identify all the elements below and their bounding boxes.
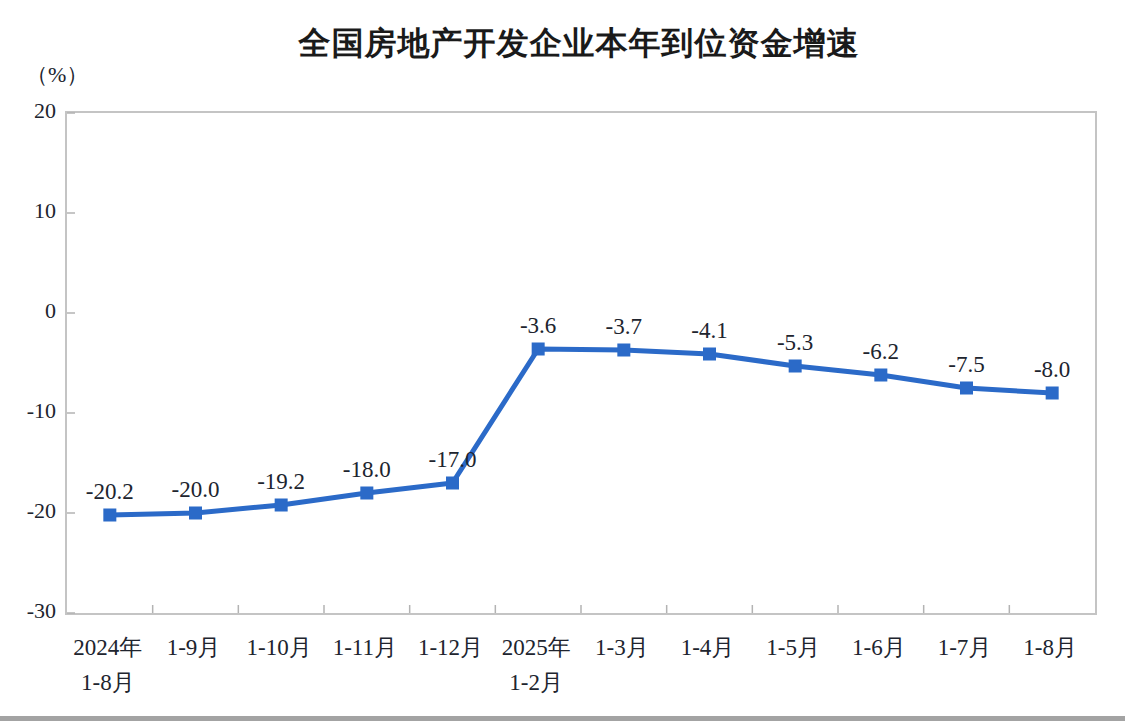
- data-point-label: -3.7: [606, 314, 642, 339]
- x-tick-label: 2024年 1-8月: [73, 630, 142, 700]
- data-point-label: -19.2: [257, 469, 305, 494]
- data-point-marker: [789, 360, 802, 373]
- data-point-marker: [275, 499, 288, 512]
- data-point-label: -3.6: [520, 313, 556, 338]
- data-point-label: -18.0: [343, 457, 391, 482]
- data-point-label: -7.5: [948, 352, 984, 377]
- data-point-label: -8.0: [1034, 357, 1070, 382]
- x-tick-label: 1-8月: [1023, 630, 1077, 665]
- data-point-marker: [532, 343, 545, 356]
- chart-page: 全国房地产开发企业本年到位资金增速 （%） -20.2 -20.0 -19.2 -18…: [0, 0, 1125, 721]
- x-tick-label: 1-4月: [681, 630, 735, 665]
- data-point-marker: [1046, 387, 1059, 400]
- y-tick-label: -30: [0, 597, 56, 625]
- x-tick-label: 1-12月: [418, 630, 483, 665]
- data-point-marker: [703, 348, 716, 361]
- x-tick-label: 1-11月: [333, 630, 397, 665]
- data-point-marker: [189, 507, 202, 520]
- data-point-label: -4.1: [691, 318, 727, 343]
- y-tick-label: -10: [0, 397, 56, 425]
- series-line: [110, 349, 1052, 515]
- data-point-label: -17.0: [429, 447, 477, 472]
- x-tick-label: 1-7月: [938, 630, 992, 665]
- x-tick-label: 2025年 1-2月: [502, 630, 571, 700]
- y-tick-label: 10: [0, 197, 56, 225]
- y-tick-label: -20: [0, 497, 56, 525]
- x-tick-label: 1-10月: [247, 630, 312, 665]
- line-chart-canvas: -20.2 -20.0 -19.2 -18.0 -17.0 -3.6 -3.7 -4.1 -5.…: [67, 113, 1095, 613]
- x-tick-label: 1-3月: [595, 630, 649, 665]
- page-bottom-divider: [0, 716, 1125, 721]
- data-point-label: -20.2: [86, 479, 134, 504]
- y-tick-label: 20: [0, 97, 56, 125]
- x-tick-label: 1-9月: [167, 630, 221, 665]
- data-point-marker: [103, 509, 116, 522]
- x-tick-label: 1-5月: [766, 630, 820, 665]
- data-point-marker: [360, 487, 373, 500]
- x-tick-label: 1-6月: [852, 630, 906, 665]
- data-point-marker: [446, 477, 459, 490]
- chart-title: 全国房地产开发企业本年到位资金增速: [65, 22, 1093, 66]
- data-point-marker: [874, 369, 887, 382]
- y-axis-unit-label: （%）: [26, 60, 88, 90]
- data-point-marker: [617, 344, 630, 357]
- data-point-label: -20.0: [172, 477, 220, 502]
- data-point-label: -6.2: [863, 339, 899, 364]
- plot-area: -20.2 -20.0 -19.2 -18.0 -17.0 -3.6 -3.7 -4.1 -5.…: [65, 111, 1097, 615]
- y-tick-label: 0: [0, 297, 56, 325]
- data-point-label: -5.3: [777, 330, 813, 355]
- data-point-marker: [960, 382, 973, 395]
